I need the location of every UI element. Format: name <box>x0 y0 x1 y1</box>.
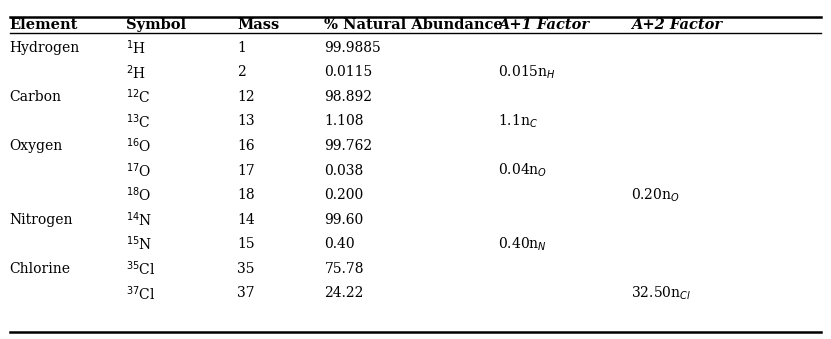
Text: $^{13}$C: $^{13}$C <box>125 112 150 131</box>
Text: 0.0115: 0.0115 <box>324 65 372 79</box>
Text: $^{14}$N: $^{14}$N <box>125 210 152 229</box>
Text: 0.038: 0.038 <box>324 163 364 178</box>
Text: 14: 14 <box>238 213 255 226</box>
Text: 1.1n$_{C}$: 1.1n$_{C}$ <box>499 113 538 130</box>
Text: 0.20n$_{O}$: 0.20n$_{O}$ <box>631 186 680 204</box>
Text: 0.40n$_{N}$: 0.40n$_{N}$ <box>499 236 548 253</box>
Text: 0.04n$_{O}$: 0.04n$_{O}$ <box>499 162 548 179</box>
Text: 17: 17 <box>238 163 255 178</box>
Text: A+1 Factor: A+1 Factor <box>499 18 589 32</box>
Text: Symbol: Symbol <box>125 18 186 32</box>
Text: Hydrogen: Hydrogen <box>10 41 80 55</box>
Text: Mass: Mass <box>238 18 280 32</box>
Text: 0.015n$_{H}$: 0.015n$_{H}$ <box>499 64 556 81</box>
Text: 99.762: 99.762 <box>324 139 372 153</box>
Text: 35: 35 <box>238 262 255 276</box>
Text: Element: Element <box>10 18 78 32</box>
Text: % Natural Abundance: % Natural Abundance <box>324 18 503 32</box>
Text: 99.60: 99.60 <box>324 213 364 226</box>
Text: 0.40: 0.40 <box>324 237 355 251</box>
Text: 98.892: 98.892 <box>324 90 372 104</box>
Text: $^{18}$O: $^{18}$O <box>125 186 151 204</box>
Text: 99.9885: 99.9885 <box>324 41 381 55</box>
Text: Oxygen: Oxygen <box>10 139 63 153</box>
Text: 15: 15 <box>238 237 255 251</box>
Text: 16: 16 <box>238 139 255 153</box>
Text: 32.50n$_{Cl}$: 32.50n$_{Cl}$ <box>631 284 691 302</box>
Text: A+2 Factor: A+2 Factor <box>631 18 722 32</box>
Text: 1: 1 <box>238 41 246 55</box>
Text: Chlorine: Chlorine <box>10 262 71 276</box>
Text: $^{1}$H: $^{1}$H <box>125 39 145 57</box>
Text: 37: 37 <box>238 286 255 300</box>
Text: 75.78: 75.78 <box>324 262 364 276</box>
Text: $^{17}$O: $^{17}$O <box>125 161 151 180</box>
Text: Nitrogen: Nitrogen <box>10 213 73 226</box>
Text: Carbon: Carbon <box>10 90 61 104</box>
Text: 24.22: 24.22 <box>324 286 364 300</box>
Text: 18: 18 <box>238 188 255 202</box>
Text: $^{12}$C: $^{12}$C <box>125 87 150 106</box>
Text: $^{35}$Cl: $^{35}$Cl <box>125 259 155 278</box>
Text: $^{2}$H: $^{2}$H <box>125 63 145 82</box>
Text: 12: 12 <box>238 90 255 104</box>
Text: 13: 13 <box>238 115 255 128</box>
Text: $^{15}$N: $^{15}$N <box>125 235 152 254</box>
Text: 2: 2 <box>238 65 246 79</box>
Text: 1.108: 1.108 <box>324 115 364 128</box>
Text: $^{16}$O: $^{16}$O <box>125 137 151 155</box>
Text: $^{37}$Cl: $^{37}$Cl <box>125 284 155 302</box>
Text: 0.200: 0.200 <box>324 188 364 202</box>
